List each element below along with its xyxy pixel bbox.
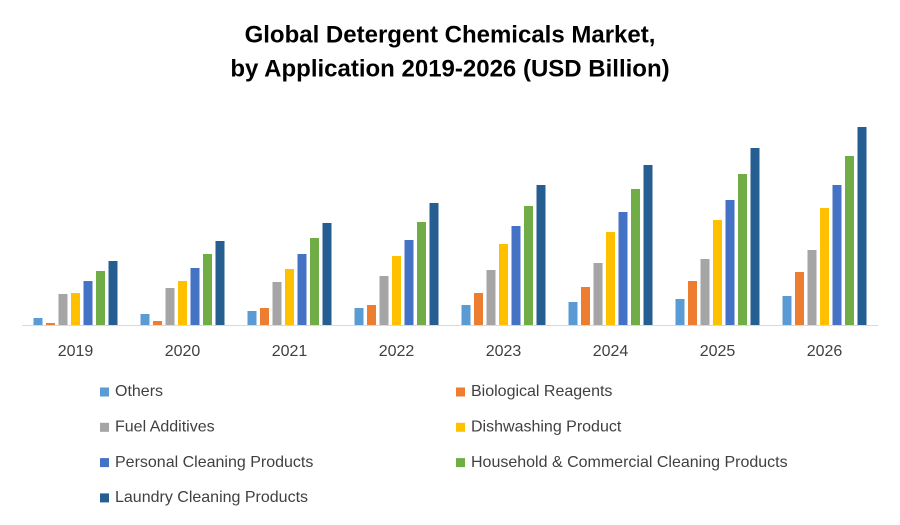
bar	[33, 318, 43, 325]
bar	[108, 261, 118, 325]
bar	[499, 244, 508, 325]
x-tick-label: 2025	[700, 343, 736, 360]
bar	[725, 200, 735, 325]
bar	[165, 288, 175, 325]
bar	[832, 185, 842, 325]
bar	[247, 311, 257, 325]
x-tick-label: 2020	[165, 343, 201, 360]
legend-swatch	[100, 387, 109, 397]
bar	[417, 222, 426, 325]
bar	[215, 241, 225, 325]
bar	[190, 268, 200, 325]
legend-swatch	[456, 422, 465, 432]
chart-title: by Application 2019-2026 (USD Billion)	[230, 55, 669, 82]
bar	[71, 293, 80, 325]
bar	[568, 302, 578, 325]
bar	[297, 254, 307, 325]
bar	[675, 299, 685, 325]
legend-swatch	[456, 387, 465, 397]
bar	[581, 287, 590, 325]
x-tick-label: 2022	[379, 343, 415, 360]
bar	[153, 321, 162, 325]
legend-label: Fuel Additives	[115, 419, 215, 436]
bar	[96, 271, 105, 325]
bar	[593, 263, 603, 325]
bar	[606, 232, 615, 325]
bar	[178, 281, 187, 325]
legend-swatch	[100, 493, 109, 503]
legend-label: Personal Cleaning Products	[115, 454, 313, 471]
legend-label: Household & Commercial Cleaning Products	[471, 454, 788, 471]
bar	[367, 305, 376, 325]
bar	[807, 250, 817, 325]
legend-label: Biological Reagents	[471, 383, 612, 400]
bar	[429, 203, 439, 325]
chart-title: Global Detergent Chemicals Market,	[245, 21, 656, 48]
bar	[618, 212, 628, 325]
bar	[140, 314, 150, 325]
bar	[392, 256, 401, 325]
legend-label: Laundry Cleaning Products	[115, 489, 308, 506]
bar	[738, 174, 747, 325]
bar	[83, 281, 93, 325]
x-tick-label: 2019	[58, 343, 94, 360]
x-tick-label: 2026	[807, 343, 843, 360]
bar	[46, 323, 55, 325]
bar	[486, 270, 496, 325]
bar	[536, 185, 546, 325]
bar	[260, 308, 269, 325]
x-tick-label: 2021	[272, 343, 308, 360]
bar	[58, 294, 68, 325]
bar	[643, 165, 653, 325]
bar	[322, 223, 332, 325]
legend-label: Dishwashing Product	[471, 419, 622, 436]
legend-label: Others	[115, 383, 163, 400]
bar	[782, 296, 792, 325]
bar	[474, 293, 483, 325]
x-tick-label: 2023	[486, 343, 522, 360]
bar	[688, 281, 697, 325]
bar	[820, 208, 829, 325]
bar	[354, 308, 364, 325]
legend-swatch	[456, 458, 465, 468]
legend-swatch	[100, 422, 109, 432]
bar	[713, 220, 722, 325]
bar	[750, 148, 760, 325]
bar	[631, 189, 640, 325]
bar	[272, 282, 282, 325]
bar	[203, 254, 212, 325]
bar	[285, 269, 294, 325]
bar	[461, 305, 471, 325]
bar	[310, 238, 319, 325]
legend-swatch	[100, 458, 109, 468]
bar	[404, 240, 414, 325]
bar	[857, 127, 867, 325]
bar	[795, 272, 804, 325]
bar	[700, 259, 710, 325]
bar	[511, 226, 521, 325]
x-tick-label: 2024	[593, 343, 629, 360]
bar	[524, 206, 533, 325]
bar	[845, 156, 854, 325]
bar	[379, 276, 389, 325]
